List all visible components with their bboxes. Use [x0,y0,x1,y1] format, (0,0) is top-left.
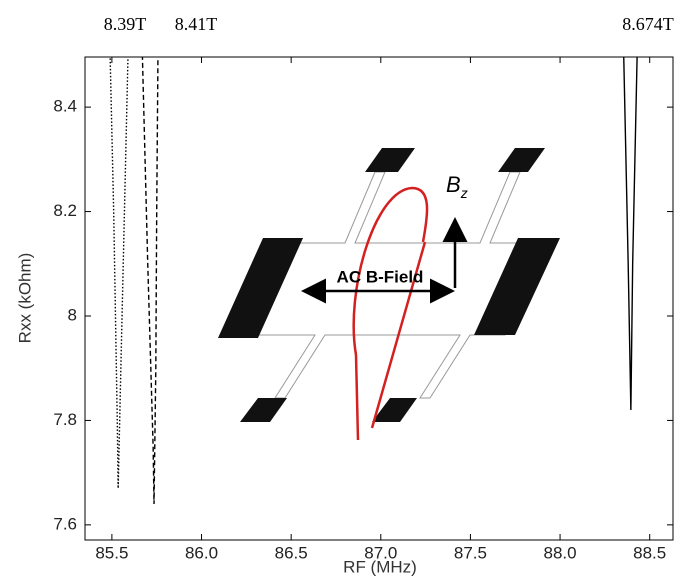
y-tick-label: 7.6 [53,514,77,533]
field-symbol: Bz [446,172,468,201]
x-tick-label: 88.5 [633,543,666,562]
field-symbol-main: B [446,172,461,197]
x-tick-label: 87.5 [454,543,487,562]
x-tick-label: 86.0 [185,543,218,562]
y-tick-label: 8.2 [53,201,77,220]
y-tick-label: 8.4 [53,97,77,116]
inset-label: AC B-Field [337,267,424,286]
x-tick-label: 86.5 [275,543,308,562]
plot-frame [84,56,674,541]
x-axis-label: RF (MHz) [343,557,417,576]
field-label: 8.674T [622,14,674,34]
x-tick-label: 88.0 [544,543,577,562]
field-symbol-sub: z [460,185,468,201]
y-tick-label: 8 [68,305,77,324]
data-line [141,57,159,504]
y-axis-label: Rxx (kOhm) [15,253,34,344]
field-label: 8.39T [104,14,147,34]
x-tick-label: 85.5 [95,543,128,562]
x-tick-label: 87.0 [364,543,397,562]
inset-diagram: AC B-Field Bz [218,148,560,441]
field-label: 8.41T [175,14,218,34]
data-line [623,57,638,410]
y-tick-label: 7.8 [53,410,77,429]
data-line [109,57,129,489]
